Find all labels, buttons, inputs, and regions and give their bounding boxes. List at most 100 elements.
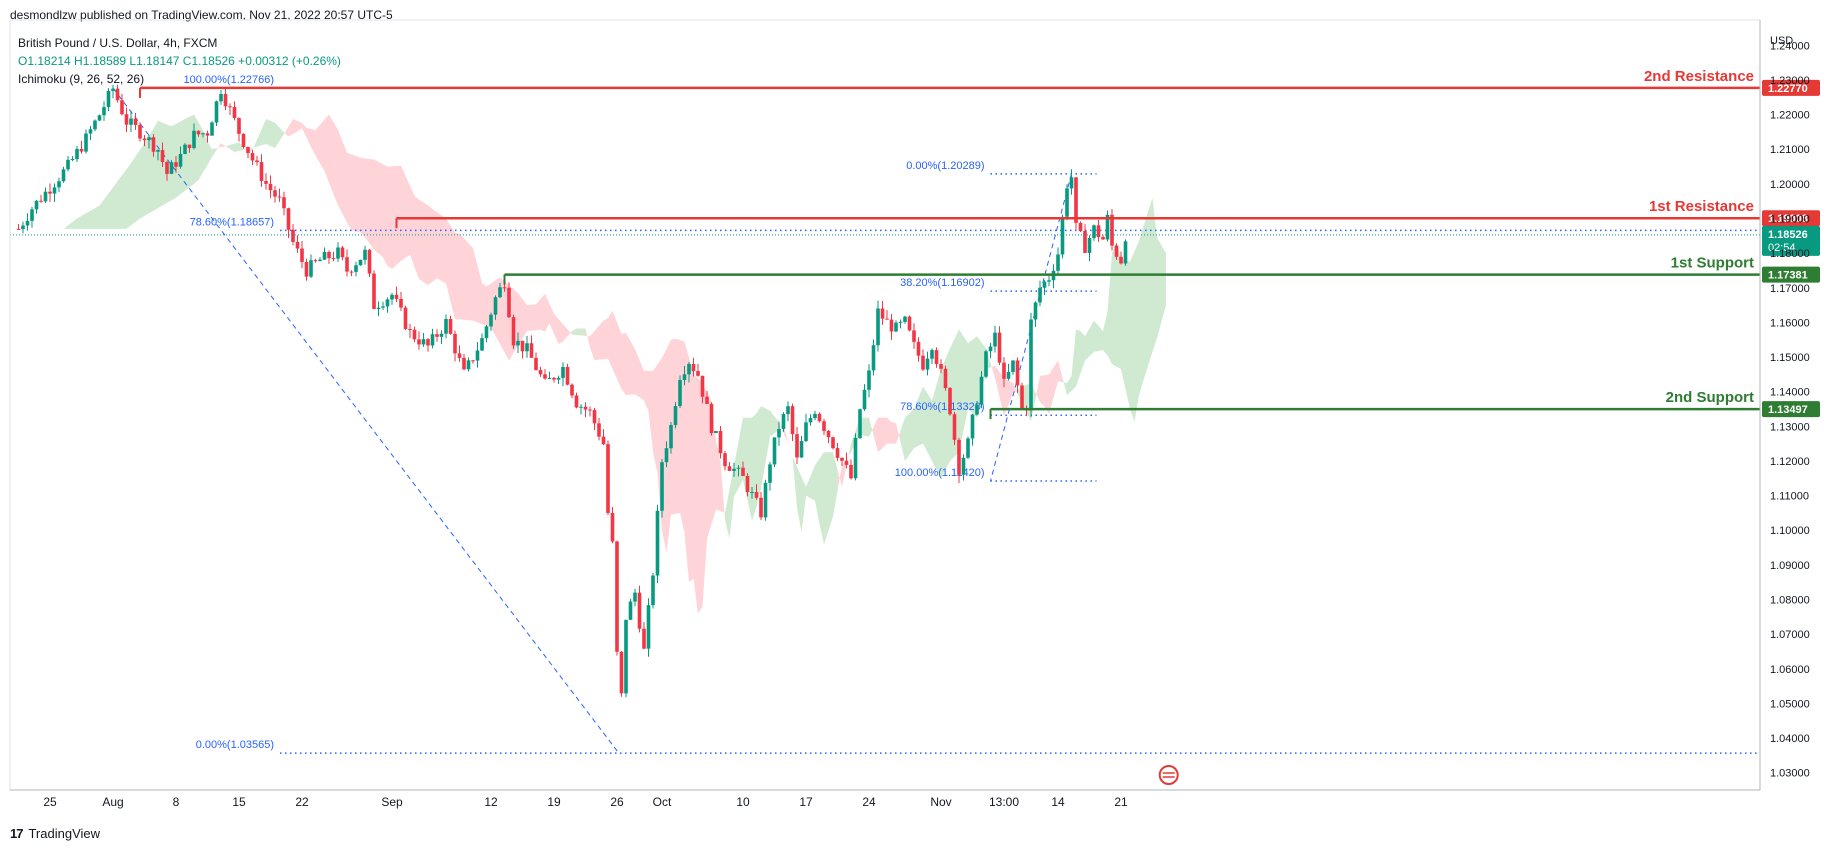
candle-body (1069, 177, 1074, 189)
candle-body (223, 94, 228, 107)
candle-body (628, 601, 633, 620)
candle-body (268, 183, 273, 191)
cloud-segment (428, 205, 433, 286)
symbol-title[interactable]: British Pound / U.S. Dollar, 4h, FXCM (18, 36, 218, 50)
candle-body (741, 467, 745, 476)
cloud-segment (752, 413, 757, 521)
candle-body (768, 464, 772, 483)
cloud-segment (126, 163, 131, 229)
cloud-segment (797, 466, 802, 533)
cloud-segment (207, 141, 212, 165)
cloud-segment (423, 202, 428, 286)
candle-body (1110, 214, 1114, 246)
cloud-segment (450, 225, 455, 319)
indicator-label[interactable]: Ichimoku (9, 26, 52, 26) (18, 72, 145, 86)
level-price-label: 1.17381 (1768, 270, 1808, 282)
candle-body (102, 107, 106, 116)
cloud-segment (738, 417, 743, 489)
cloud-segment (1049, 367, 1054, 415)
candle-body (291, 229, 295, 242)
cloud-segment (1053, 360, 1058, 398)
level-price-label: 1.22770 (1768, 83, 1808, 95)
candle-body (246, 146, 250, 154)
cloud-segment (518, 292, 523, 346)
candle-body (502, 287, 507, 289)
candle-body (993, 332, 997, 347)
cloud-segment (72, 218, 77, 229)
candle-body (543, 374, 547, 379)
cloud-segment (819, 452, 824, 545)
cloud-segment (900, 417, 905, 461)
cloud-segment (594, 325, 599, 361)
y-tick-label: 1.19000 (1770, 214, 1810, 226)
y-axis-unit: USD (1770, 35, 1793, 47)
cloud-segment (1130, 251, 1135, 422)
candle-body (385, 299, 390, 307)
candle-body (1119, 256, 1123, 264)
candle-body (331, 258, 336, 260)
candle-body (822, 421, 826, 431)
cloud-segment (234, 142, 239, 152)
cloud-segment (189, 114, 194, 188)
cloud-segment (824, 452, 829, 545)
candle-body (858, 409, 862, 438)
cloud-segment (806, 476, 811, 499)
candle-body (997, 332, 1002, 363)
cloud-segment (734, 441, 739, 497)
tradingview-footer[interactable]: 17 TradingView (10, 826, 100, 841)
candle-body (529, 343, 534, 358)
candle-body (93, 120, 97, 130)
cloud-segment (648, 370, 653, 452)
y-tick-label: 1.17000 (1770, 283, 1810, 295)
cloud-segment (1035, 376, 1040, 403)
candle-body (651, 575, 655, 606)
candle-body (97, 115, 102, 121)
candle-body (606, 444, 610, 513)
x-tick-label: 25 (43, 795, 57, 809)
candle-body (120, 100, 124, 115)
cloud-segment (1107, 253, 1112, 364)
cloud-segment (401, 165, 406, 261)
price-chart[interactable]: 100.00%(1.22766) 78.60%(1.18657) 0.00%(1.0… (0, 0, 1834, 820)
cloud-segment (378, 161, 383, 258)
candle-body (111, 88, 115, 91)
fib-trend-line (990, 173, 1072, 482)
y-tick-label: 1.21000 (1770, 144, 1810, 156)
candle-body (862, 389, 867, 410)
cloud-segment (347, 152, 352, 231)
candle-body (507, 287, 511, 318)
x-tick-label: 15 (232, 795, 246, 809)
cloud-segment (464, 238, 469, 321)
y-tick-label: 1.13000 (1770, 421, 1810, 433)
cloud-segment (77, 215, 82, 229)
candle-body (898, 321, 903, 323)
candle-body (219, 94, 223, 102)
candle-body (237, 118, 241, 134)
candle-body (1020, 385, 1024, 409)
ohlc-values: O1.18214 H1.18589 L1.18147 C1.18526 +0.0… (18, 54, 341, 68)
cloud-segment (671, 338, 676, 515)
candle-body (1087, 237, 1092, 253)
cloud-segment (221, 143, 226, 147)
candle-body (489, 314, 493, 327)
cloud-segment (473, 247, 478, 323)
cloud-segment (815, 458, 820, 525)
cloud-segment (351, 154, 356, 232)
cloud-segment (545, 293, 550, 332)
current-price-label: 1.18526 (1768, 229, 1808, 241)
candle-body (547, 377, 552, 379)
candle-body (912, 330, 916, 342)
cloud-segment (1134, 241, 1139, 422)
candle-body (619, 651, 624, 694)
cloud-segment (653, 364, 658, 474)
cloud-segment (666, 339, 671, 553)
candle-body (831, 437, 835, 449)
cloud-segment (68, 221, 73, 229)
candle-body (808, 418, 813, 423)
cloud-segment (225, 144, 230, 149)
level-name: 2nd Support (1666, 389, 1754, 406)
candle-body (322, 251, 327, 260)
candles (16, 84, 1128, 698)
cloud-segment (1161, 245, 1166, 322)
x-tick-label: 10 (736, 795, 750, 809)
